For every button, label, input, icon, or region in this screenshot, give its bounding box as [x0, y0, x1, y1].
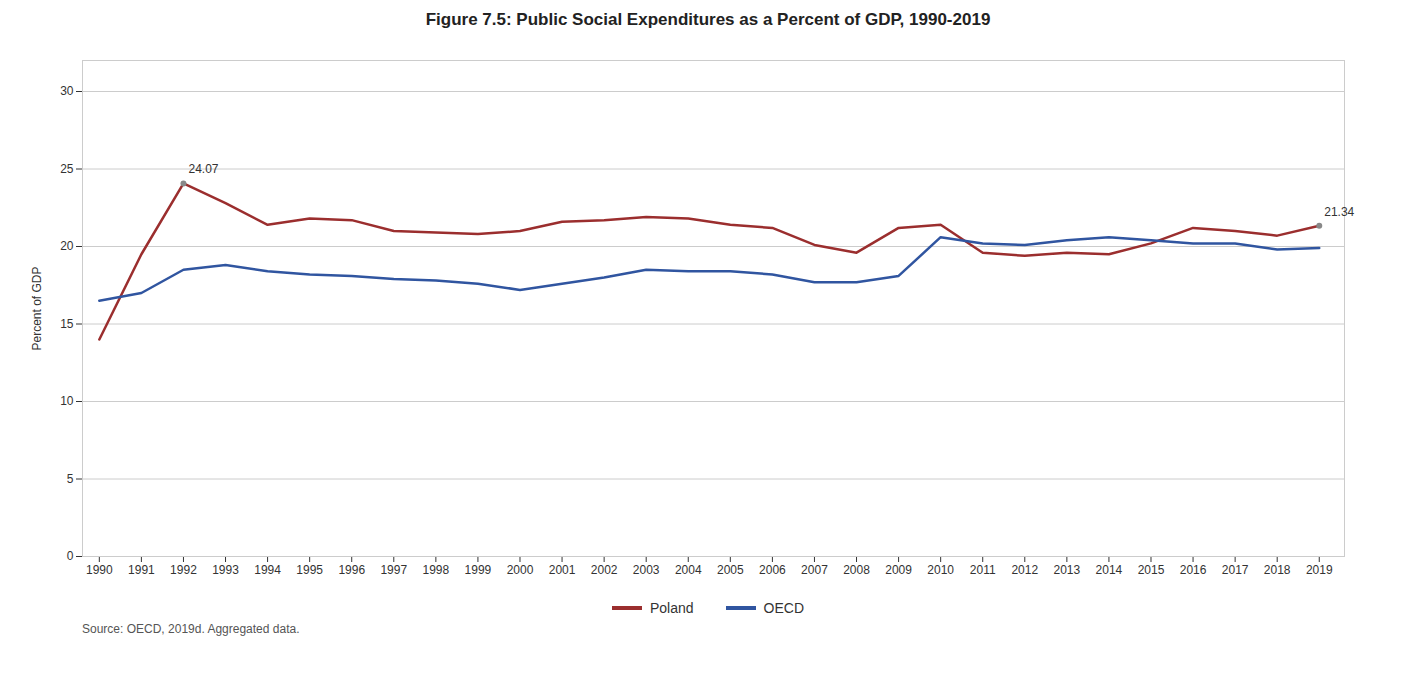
svg-text:1997: 1997 — [380, 563, 407, 577]
svg-text:10: 10 — [60, 394, 74, 408]
svg-text:2012: 2012 — [1011, 563, 1038, 577]
svg-text:2014: 2014 — [1096, 563, 1123, 577]
svg-text:1990: 1990 — [86, 563, 113, 577]
svg-text:2001: 2001 — [549, 563, 576, 577]
svg-text:2002: 2002 — [591, 563, 618, 577]
svg-text:30: 30 — [60, 84, 74, 98]
svg-text:1991: 1991 — [128, 563, 155, 577]
svg-text:1996: 1996 — [338, 563, 365, 577]
svg-text:1999: 1999 — [465, 563, 492, 577]
svg-text:2004: 2004 — [675, 563, 702, 577]
svg-text:2018: 2018 — [1264, 563, 1291, 577]
svg-text:25: 25 — [60, 162, 74, 176]
html-text:Poland: Poland — [650, 600, 694, 616]
svg-text:2005: 2005 — [717, 563, 744, 577]
svg-text:20: 20 — [60, 239, 74, 253]
svg-text:21.34: 21.34 — [1324, 205, 1354, 219]
svg-text:2011: 2011 — [970, 563, 996, 577]
svg-text:2007: 2007 — [801, 563, 828, 577]
svg-text:2015: 2015 — [1138, 563, 1165, 577]
svg-text:2017: 2017 — [1222, 563, 1249, 577]
html-text:Figure 7.5: Public Social Expe: Figure 7.5: Public Social Expenditures a… — [425, 10, 991, 29]
svg-text:1992: 1992 — [170, 563, 197, 577]
svg-text:2006: 2006 — [759, 563, 786, 577]
svg-text:2000: 2000 — [507, 563, 534, 577]
svg-text:2003: 2003 — [633, 563, 660, 577]
svg-text:2019: 2019 — [1306, 563, 1333, 577]
svg-text:2013: 2013 — [1054, 563, 1081, 577]
svg-text:2010: 2010 — [927, 563, 954, 577]
svg-text:1993: 1993 — [212, 563, 239, 577]
svg-text:2009: 2009 — [885, 563, 912, 577]
svg-text:1994: 1994 — [254, 563, 281, 577]
svg-text:2016: 2016 — [1180, 563, 1207, 577]
svg-text:1998: 1998 — [423, 563, 450, 577]
svg-text:Percent of GDP: Percent of GDP — [30, 266, 44, 350]
html-text:Source: OECD, 2019d. Aggregate: Source: OECD, 2019d. Aggregated data. — [82, 622, 300, 636]
svg-text:15: 15 — [60, 317, 74, 331]
svg-text:24.07: 24.07 — [188, 162, 218, 176]
svg-text:1995: 1995 — [296, 563, 323, 577]
html-text:OECD: OECD — [763, 600, 804, 616]
svg-text:2008: 2008 — [843, 563, 870, 577]
svg-text:5: 5 — [67, 472, 74, 486]
svg-text:0: 0 — [67, 549, 74, 563]
